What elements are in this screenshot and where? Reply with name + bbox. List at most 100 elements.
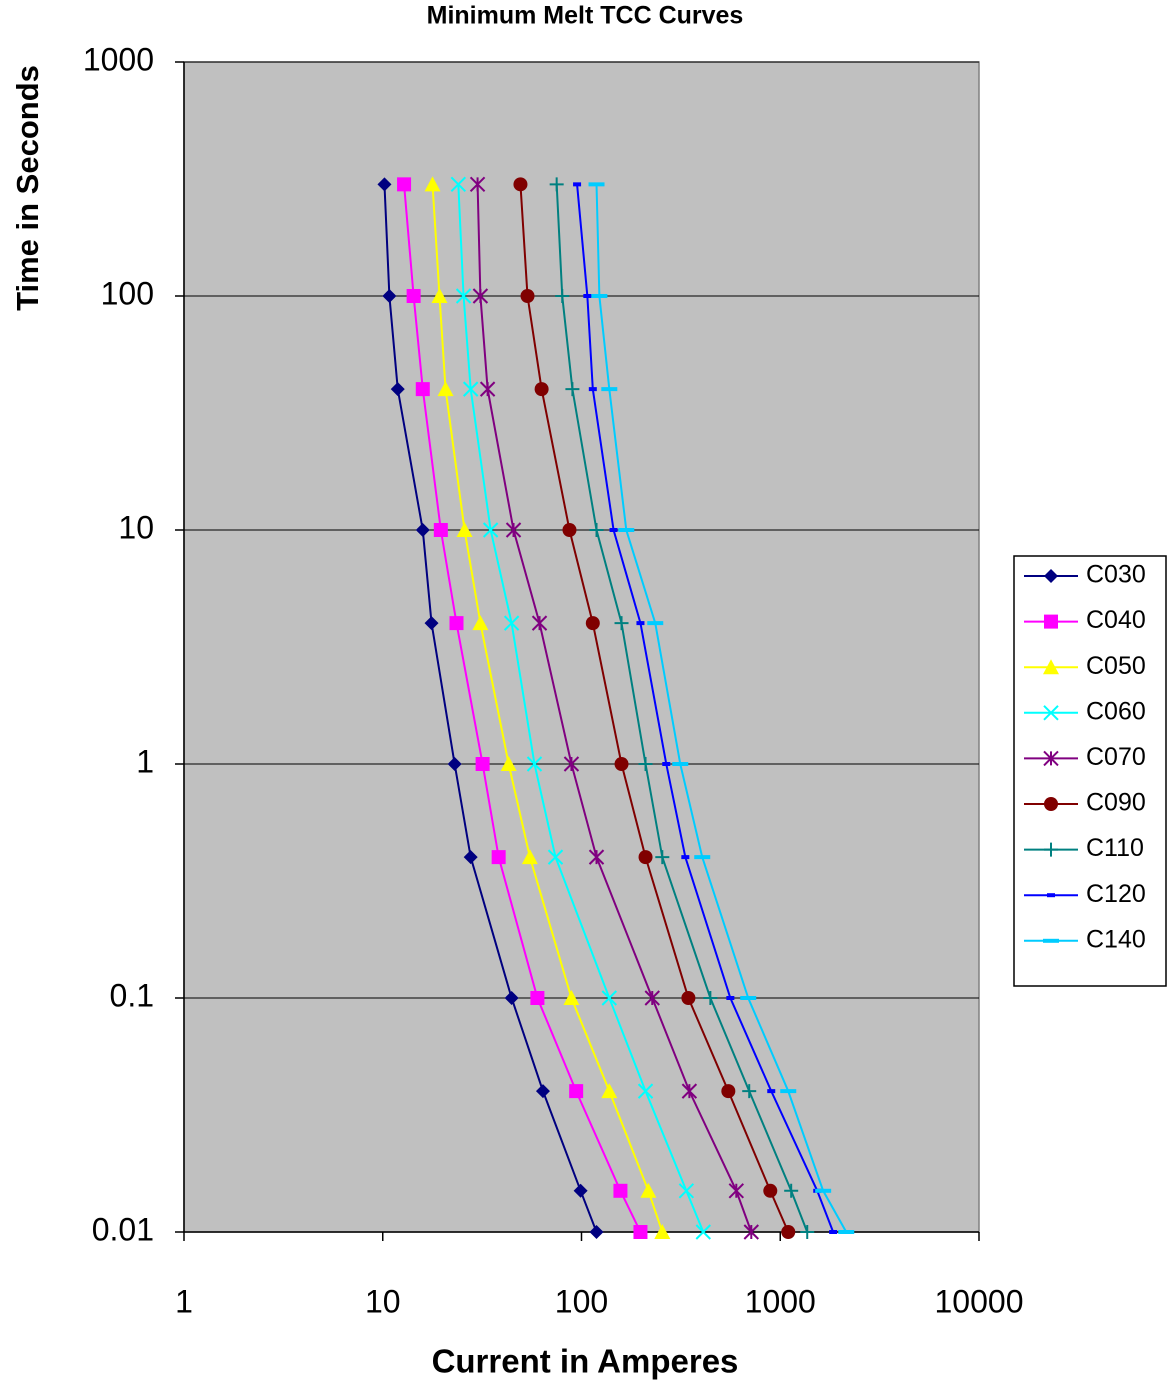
marker — [633, 1225, 648, 1239]
marker — [424, 176, 441, 192]
marker — [562, 523, 577, 537]
marker — [513, 177, 528, 192]
marker — [588, 849, 605, 865]
marker — [503, 615, 520, 631]
x-tick-label: 10000 — [935, 1283, 1024, 1319]
x-tick-label: 1 — [175, 1283, 193, 1319]
marker — [640, 1182, 657, 1198]
marker — [726, 996, 735, 1000]
legend-label: C040 — [1086, 606, 1146, 634]
marker — [563, 756, 580, 772]
marker — [531, 615, 548, 631]
marker — [573, 1183, 588, 1198]
marker — [450, 176, 467, 193]
marker — [415, 382, 430, 397]
marker — [565, 382, 580, 397]
marker — [601, 990, 618, 1006]
marker — [784, 1183, 799, 1198]
marker — [482, 522, 499, 538]
marker — [530, 991, 545, 1005]
y-tick-label: 0.01 — [92, 1211, 154, 1247]
legend-label: C070 — [1086, 743, 1146, 771]
marker — [455, 288, 472, 304]
legend-label: C110 — [1086, 834, 1144, 862]
marker — [601, 387, 618, 392]
marker — [479, 381, 496, 397]
marker — [780, 1089, 797, 1094]
marker — [588, 387, 597, 392]
series — [450, 176, 711, 1240]
marker — [637, 1083, 654, 1099]
marker — [838, 1230, 855, 1234]
series — [513, 177, 796, 1239]
series — [588, 182, 855, 1234]
marker — [456, 522, 473, 537]
marker — [636, 621, 645, 626]
marker — [549, 177, 564, 192]
marker — [377, 177, 392, 192]
marker — [504, 991, 519, 1005]
marker — [505, 522, 522, 538]
marker — [491, 850, 506, 865]
marker — [1047, 893, 1055, 898]
marker — [829, 1230, 838, 1234]
series — [573, 182, 838, 1234]
marker — [569, 1084, 584, 1099]
marker — [1044, 842, 1058, 857]
marker — [672, 762, 689, 766]
marker — [521, 849, 538, 865]
marker — [589, 1225, 604, 1239]
marker — [573, 182, 582, 187]
marker — [681, 991, 696, 1005]
marker — [431, 288, 448, 303]
x-axis-label: Current in Amperes — [432, 1343, 739, 1380]
marker — [500, 756, 517, 771]
marker — [406, 289, 421, 303]
marker — [721, 1084, 736, 1099]
y-axis-label: Time in Seconds — [10, 65, 45, 311]
marker — [1043, 659, 1059, 675]
marker — [1043, 750, 1059, 767]
marker — [815, 1188, 832, 1193]
marker — [763, 1183, 778, 1198]
marker — [520, 289, 535, 303]
y-tick-label: 1 — [136, 743, 154, 779]
marker — [447, 757, 462, 771]
marker — [678, 1183, 695, 1199]
x-tick-label: 10 — [365, 1283, 401, 1319]
marker — [662, 762, 671, 766]
series — [377, 177, 604, 1239]
marker — [728, 1183, 745, 1199]
marker — [547, 849, 564, 865]
series — [469, 176, 760, 1240]
marker — [743, 1224, 760, 1240]
legend-label: C030 — [1086, 561, 1146, 589]
marker — [638, 757, 653, 771]
marker — [433, 523, 448, 537]
marker — [638, 850, 653, 865]
x-tick-label: 1000 — [745, 1283, 816, 1319]
marker — [800, 1225, 815, 1239]
plot-area — [183, 61, 980, 1233]
y-tick-label: 1000 — [83, 41, 154, 77]
marker — [613, 1183, 628, 1198]
marker — [740, 996, 757, 1000]
marker — [655, 850, 670, 865]
legend-label: C060 — [1086, 697, 1146, 725]
marker — [585, 616, 600, 631]
marker — [462, 381, 479, 397]
legend-label: C090 — [1086, 789, 1146, 817]
marker — [614, 616, 629, 631]
chart-title: Minimum Melt TCC Curves — [427, 2, 744, 30]
series — [424, 176, 671, 1239]
marker — [681, 855, 690, 860]
marker — [390, 382, 405, 397]
legend-label: C120 — [1086, 880, 1146, 908]
marker — [703, 991, 718, 1005]
marker — [601, 1083, 618, 1099]
marker — [694, 855, 711, 860]
y-tick-label: 100 — [101, 275, 154, 311]
marker — [583, 294, 592, 298]
marker — [695, 1224, 711, 1240]
